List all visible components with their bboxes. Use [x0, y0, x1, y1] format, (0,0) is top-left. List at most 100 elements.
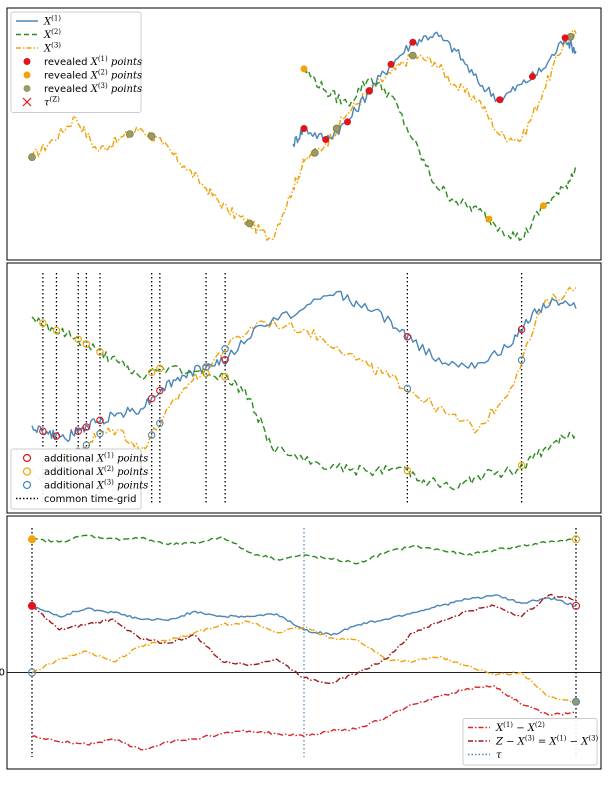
- additional-x3-point: [156, 419, 164, 428]
- legend-entry: X(3): [16, 42, 61, 55]
- panel-top: X(1)X(2)X(3)revealed X(1) pointsrevealed…: [6, 7, 602, 261]
- legend-label-part: X: [96, 481, 105, 492]
- legend-box: [462, 718, 598, 766]
- legend-label-part: (3): [51, 42, 61, 50]
- legend-ring-swatch: [22, 467, 32, 476]
- legend-label-part: revealed: [44, 84, 91, 95]
- panel-bottom: 0X(1) − X(2)Z − X(3) = X(1) − X(3)τ: [0, 515, 602, 770]
- revealed-x3-point: [408, 51, 417, 60]
- legend-box: [10, 11, 142, 113]
- revealed-x3-point: [245, 219, 254, 228]
- revealed-x1-point: [496, 96, 504, 104]
- legend-entry: additional X(2) points: [22, 465, 148, 478]
- revealed-x1-point: [561, 34, 569, 42]
- legend-label-part: (1): [51, 15, 61, 23]
- legend-label-part: points: [108, 57, 142, 68]
- legend-entry: X(1): [16, 15, 61, 28]
- legend-label-part: (1): [104, 452, 114, 460]
- series-line-diff_z3: [31, 593, 577, 684]
- additional-x2-point: [39, 319, 47, 327]
- revealed-x3-point: [28, 153, 36, 161]
- legend-entry: τ(Z): [22, 96, 60, 109]
- legend-label-part: (1): [98, 55, 108, 63]
- legend-entry: revealed X(1) points: [23, 55, 142, 68]
- legend-label-part: additional: [44, 481, 97, 492]
- revealed-x2-point: [539, 202, 547, 210]
- legend-dot-swatch: [23, 58, 31, 65]
- additional-x1-point: [52, 432, 61, 440]
- legend-box: [10, 448, 142, 510]
- additional-x2-point: [82, 340, 91, 348]
- series-line-x2: [31, 316, 577, 491]
- legend-label-part: points: [114, 467, 148, 478]
- legend-label-part: − X: [567, 737, 590, 748]
- legend-label-part: τ: [44, 98, 50, 109]
- legend-label: τ: [496, 750, 502, 761]
- legend-label-part: points: [114, 481, 148, 492]
- legend-label-part: common time-grid: [44, 494, 137, 505]
- legend-label: X(1) − X(2): [495, 721, 545, 734]
- legend-label-part: additional: [44, 454, 97, 465]
- legend-label: additional X(2) points: [44, 465, 148, 478]
- additional-x2-point: [202, 369, 210, 378]
- legend-label-part: X: [90, 57, 99, 68]
- revealed-x3-point: [126, 130, 134, 138]
- legend-label-part: (1): [557, 735, 567, 743]
- legend-label: τ(Z): [44, 96, 60, 109]
- additional-x1-point: [156, 386, 164, 395]
- legend-entry: τ: [468, 750, 502, 761]
- legend-label-part: (3): [588, 735, 598, 743]
- series-line-x3: [31, 286, 577, 483]
- legend-label: additional X(3) points: [44, 479, 148, 492]
- endpoint-x1: [27, 601, 37, 610]
- legend-label-part: Z − X: [495, 737, 526, 748]
- revealed-x1-point: [387, 60, 395, 68]
- additional-x1-point: [403, 333, 412, 341]
- legend-label-part: (1): [503, 721, 513, 729]
- additional-x3-point: [96, 429, 104, 438]
- legend-entry: Z − X(3) = X(1) − X(3): [468, 735, 599, 748]
- endpoint-x3: [571, 697, 581, 706]
- additional-x1-point: [96, 416, 104, 425]
- additional-x1-point: [147, 394, 156, 403]
- legend: X(1) − X(2)Z − X(3) = X(1) − X(3) τ: [462, 718, 599, 766]
- revealed-x3-point: [147, 132, 156, 141]
- additional-x3-point: [403, 384, 412, 393]
- legend-label-part: (3): [104, 479, 114, 487]
- revealed-x2-point: [300, 65, 308, 73]
- legend-label-part: (2): [98, 69, 108, 77]
- revealed-x3-point: [332, 124, 341, 133]
- series-line-x1: [31, 594, 577, 636]
- additional-x1-point: [82, 423, 91, 431]
- legend-label-part: (2): [535, 721, 545, 729]
- additional-x3-point: [517, 356, 526, 364]
- endpoint-x1: [571, 601, 581, 610]
- additional-x2-point: [96, 348, 104, 356]
- additional-x2-point: [403, 466, 412, 475]
- additional-x1-point: [517, 325, 526, 334]
- legend-label-part: X: [90, 84, 99, 95]
- series-line-x2: [31, 534, 577, 565]
- legend-entry: revealed X(3) points: [23, 82, 142, 95]
- additional-x2-point: [147, 368, 156, 377]
- additional-x1-point: [39, 427, 47, 435]
- legend-label: revealed X(1) points: [44, 55, 142, 68]
- revealed-x2-point: [485, 215, 493, 223]
- revealed-x1-point: [344, 118, 352, 126]
- legend-label-part: (3): [525, 735, 535, 743]
- legend-entry: X(2): [16, 28, 61, 41]
- legend-dot-swatch: [23, 71, 31, 79]
- legend-label-part: revealed: [44, 71, 91, 82]
- legend-label-part: additional: [44, 467, 97, 478]
- series-line-x2: [303, 68, 577, 241]
- additional-x2-point: [52, 326, 61, 335]
- additional-x2-point: [74, 335, 82, 344]
- legend-label-part: X: [90, 71, 99, 82]
- revealed-x1-point: [365, 87, 373, 95]
- legend-label-part: X: [43, 44, 52, 55]
- legend-label: X(3): [43, 42, 61, 55]
- legend-label-part: − X: [513, 723, 536, 734]
- additional-x3-point: [147, 431, 156, 439]
